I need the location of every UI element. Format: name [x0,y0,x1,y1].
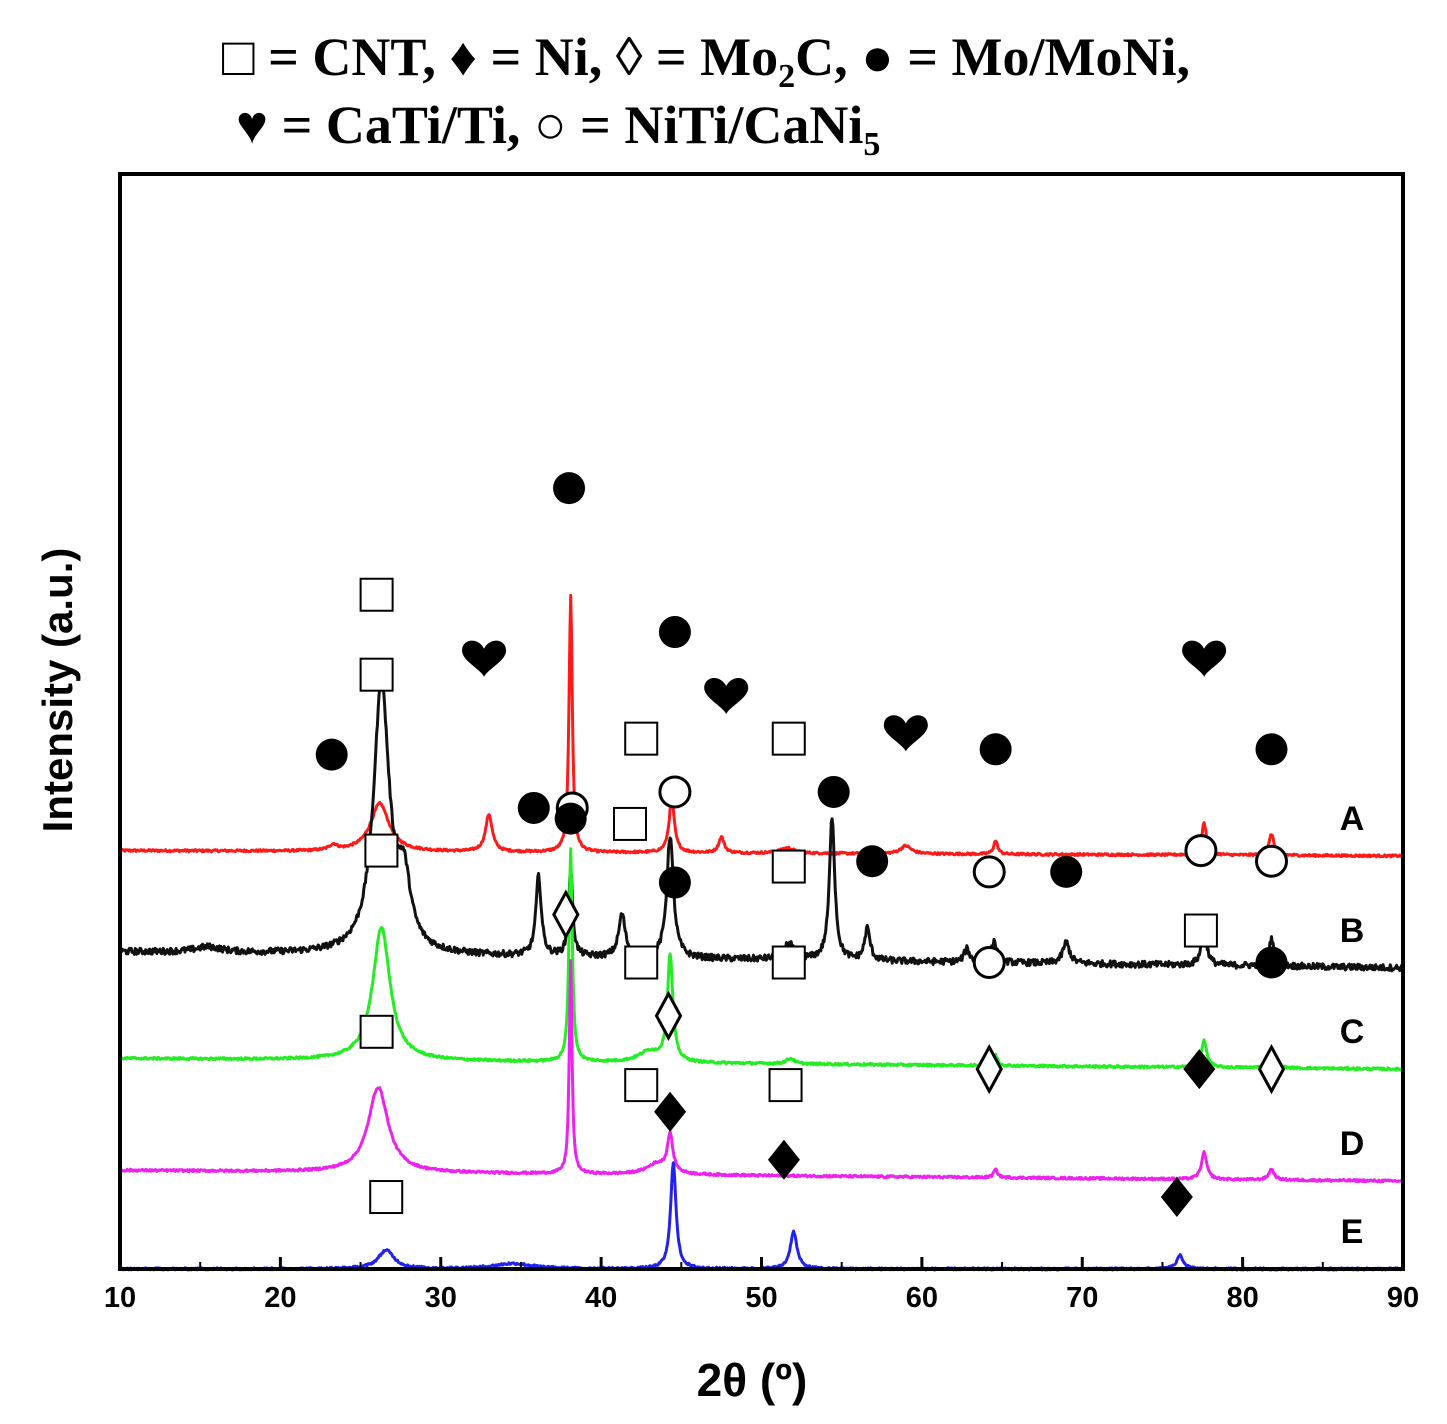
marker-b-11-open-circle [1254,844,1288,878]
series-d-line [119,959,1405,1184]
marker-b-1-filled-circle [517,791,550,824]
marker-b-7-filled-circle [856,845,889,878]
marker-c-5-open-circle [972,946,1006,980]
marker-c-4-square [771,945,806,980]
marker-a-2-heart [462,640,507,677]
marker-layer [315,472,1288,1218]
x-tick-label-80: 80 [1226,1282,1258,1314]
marker-d-6-filled-diamond [1183,1049,1216,1090]
marker-a-7-square [771,721,806,756]
marker-d-4-square [768,1068,803,1103]
marker-c-2-filled-circle [658,866,691,899]
marker-b-3-square [612,806,647,841]
chart-legend: □ = CNT, ♦ = Ni, ◊ = Mo2C, ● = Mo/MoNi, … [0,0,1447,170]
legend-item-cnt: □ = CNT, [222,27,436,87]
legend-line-1: □ = CNT, ♦ = Ni, ◊ = Mo2C, ● = Mo/MoNi, [222,26,1190,96]
marker-b-8-open-circle [972,855,1006,889]
marker-a-11-filled-circle [1255,733,1288,766]
x-tick-label-40: 40 [585,1282,617,1314]
curve-label-a: A [1340,800,1365,838]
marker-b-0-square [359,657,394,692]
marker-c-1-filled-circle [554,802,587,835]
legend-item-mo2c: ◊ = Mo2C, [615,27,848,95]
marker-c-3-square [624,945,659,980]
plot-frame [118,172,1405,1271]
marker-a-0-filled-circle [315,738,348,771]
x-tick-label-90: 90 [1387,1282,1419,1314]
curve-label-layer: A B C D E [1340,800,1365,1251]
series-b-line [118,681,1405,973]
legend-item-cati-ti: ♥ = CaTi/Ti, [236,95,521,155]
legend-line-2: ♥ = CaTi/Ti, ○ = NiTi/CaNi5 [236,94,880,164]
marker-e-3-square [369,1180,404,1215]
marker-b-4-open-circle [658,775,692,809]
x-tick-label-60: 60 [906,1282,938,1314]
curve-label-b: B [1340,912,1365,950]
x-axis-label: 2θ (º) [697,1354,808,1406]
marker-b-10-open-circle [1184,834,1218,868]
curve-label-e: E [1341,1213,1364,1251]
legend-mo2c-main: ◊ = Mo [615,27,779,87]
marker-c-0-square [364,833,399,868]
marker-d-3-square [624,1068,659,1103]
legend-niti-subscript: 5 [863,126,881,163]
marker-b-6-filled-circle [817,775,850,808]
marker-d-7-open-diamond [1257,1043,1286,1095]
series-a-line [118,593,1405,859]
legend-mo2c-subscript: 2 [778,58,796,95]
marker-e-2-filled-diamond [1160,1177,1193,1218]
marker-c-7-filled-circle [1255,946,1288,979]
marker-d-0-open-diamond [552,889,580,940]
y-axis-label: Intensity (a.u.) [34,548,81,833]
marker-a-3-filled-circle [553,472,586,505]
x-tick-label-30: 30 [425,1282,457,1314]
marker-c-6-square [1183,913,1218,948]
marker-d-1-square [359,1014,394,1049]
legend-item-niti-cani5: ○ = NiTi/CaNi5 [533,95,880,163]
x-tick-label-70: 70 [1066,1282,1098,1314]
x-tick-label-50: 50 [745,1282,777,1314]
legend-item-ni: ♦ = Ni, [449,27,603,87]
marker-a-10-heart [1182,640,1227,677]
series-e-line [119,1161,1404,1272]
marker-b-9-filled-circle [1050,855,1083,888]
marker-b-5-square [771,849,806,884]
marker-d-5-open-diamond [975,1043,1003,1095]
x-axis-ticks: 10 20 30 40 50 60 70 80 90 [104,1257,1419,1314]
x-tick-label-10: 10 [104,1282,136,1314]
marker-e-0-filled-diamond [654,1091,687,1132]
marker-a-1-square [359,577,394,612]
marker-a-4-filled-circle [658,616,691,649]
x-tick-label-20: 20 [264,1282,296,1314]
marker-a-9-filled-circle [979,733,1012,766]
marker-a-6-heart [704,677,749,715]
marker-a-8-heart [883,715,928,752]
legend-niti-main: ○ = NiTi/CaNi [533,95,864,155]
marker-d-2-open-diamond [654,990,683,1041]
legend-item-mo-moni: ● = Mo/MoNi, [861,27,1190,87]
marker-a-5-square [624,721,659,756]
curve-label-d: D [1340,1125,1365,1163]
marker-e-1-filled-diamond [767,1139,800,1180]
curve-label-c: C [1340,1013,1365,1051]
legend-mo2c-after: C, [795,27,848,87]
